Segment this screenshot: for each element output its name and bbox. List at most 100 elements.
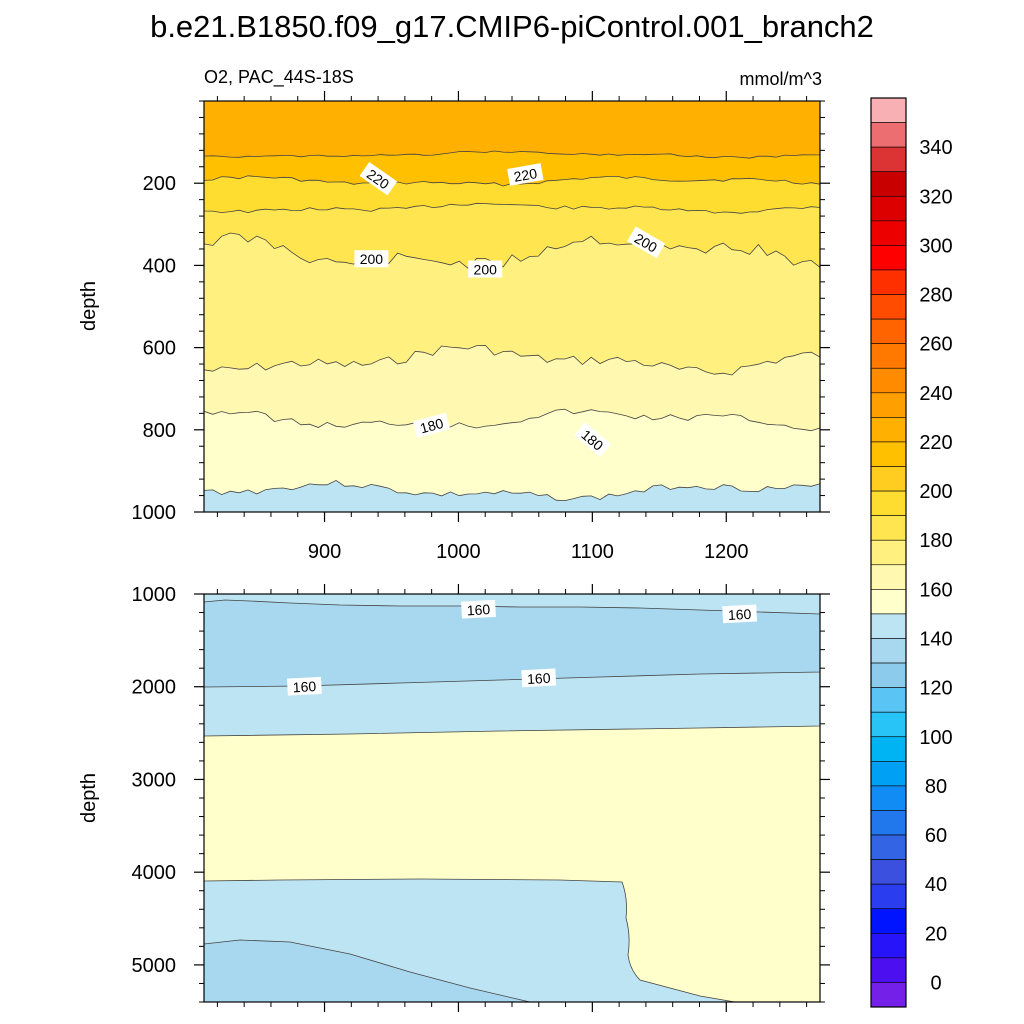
- colorbar-swatch: [870, 417, 907, 443]
- colorbar-labels: 3403203002802602402202001801601401201008…: [919, 137, 952, 994]
- contour-label-box: [359, 161, 398, 196]
- upper-filled-contours: [204, 101, 820, 512]
- contour-label-text: 200: [360, 251, 384, 267]
- contour-label-box: [521, 668, 557, 688]
- y-tick-label: 200: [143, 173, 176, 195]
- contour-label: 200: [354, 250, 389, 268]
- contour-label-box: [354, 250, 389, 268]
- colorbar-swatch: [870, 736, 907, 762]
- colorbar-swatch: [870, 883, 907, 910]
- contour-label-text: 200: [474, 262, 498, 278]
- contour-label-text: 180: [418, 415, 445, 437]
- upper-ticks: [194, 91, 830, 522]
- colorbar-swatch: [870, 441, 907, 467]
- colorbar-swatch: [870, 908, 907, 934]
- y-tick-label: 800: [143, 420, 176, 442]
- colorbar-label: 340: [919, 137, 952, 159]
- y-tick-label: 1000: [132, 502, 177, 524]
- contour-label-box: [468, 260, 503, 278]
- colorbar-swatch: [870, 367, 907, 394]
- colorbar-label: 160: [919, 579, 952, 601]
- colorbar-label: 200: [919, 481, 952, 503]
- colorbar-swatch: [870, 589, 907, 615]
- chart-title: b.e21.B1850.f09_g17.CMIP6-piControl.001_…: [150, 9, 874, 44]
- colorbar-label: 260: [919, 334, 952, 356]
- colorbar-frame: [870, 97, 907, 1008]
- x-tick-label: 1000: [436, 541, 481, 563]
- colorbar-swatch: [870, 810, 907, 836]
- colorbar-swatch: [870, 294, 907, 320]
- x-tick-label: 900: [308, 541, 341, 563]
- colorbar-swatch: [870, 711, 907, 738]
- colorbar-label: 140: [919, 628, 952, 650]
- colorbar-swatch: [870, 466, 907, 492]
- y-tick-label: 4000: [132, 862, 177, 884]
- colorbar-label: 60: [925, 825, 947, 847]
- lower-panel: depth 1000 2000 3000 4000 5000 160 160 160 160: [78, 584, 830, 1012]
- colorbar-swatch: [870, 171, 907, 197]
- contour-label: 160: [722, 604, 758, 624]
- colorbar-label: 120: [919, 678, 952, 700]
- colorbar-label: 40: [925, 874, 947, 896]
- contour-label-text: 160: [728, 606, 752, 623]
- colorbar-swatch: [870, 613, 907, 639]
- colorbar-swatch: [870, 245, 907, 271]
- upper-y-tick-labels: 200 400 600 800 1000: [132, 173, 177, 524]
- contour-label: 180: [574, 422, 612, 458]
- colorbar-label: 100: [919, 727, 952, 749]
- lower-contour-labels: 160 160 160 160: [286, 599, 758, 696]
- y-tick-label: 5000: [132, 955, 177, 977]
- upper-ylabel: depth: [78, 281, 100, 331]
- colorbar-swatch: [870, 515, 907, 541]
- x-tick-label: 1100: [571, 541, 614, 563]
- colorbar-swatch: [870, 785, 907, 811]
- colorbar-label: 0: [930, 972, 941, 994]
- lower-filled-contours: [204, 594, 820, 1002]
- contour-label-text: 220: [512, 165, 538, 185]
- colorbar-swatch: [870, 662, 907, 688]
- contour-label-box: [574, 422, 612, 458]
- lower-ticks: [194, 584, 830, 1012]
- lower-y-tick-labels: 1000 2000 3000 4000 5000: [132, 584, 177, 977]
- contour-label-text: 160: [292, 678, 316, 695]
- contour-label-text: 160: [527, 670, 551, 687]
- contour-label: 160: [461, 599, 496, 619]
- colorbar-label: 80: [925, 776, 947, 798]
- colorbar-swatch: [870, 195, 907, 222]
- colorbar-swatch: [870, 859, 907, 885]
- colorbar-swatch: [870, 269, 907, 295]
- colorbar-swatch: [870, 957, 907, 983]
- colorbar-label: 220: [919, 432, 952, 454]
- colorbar-swatch: [870, 392, 907, 418]
- colorbar-label: 240: [919, 383, 952, 405]
- x-tick-label: 1200: [704, 541, 749, 563]
- units-label: mmol/m^3: [740, 69, 822, 89]
- contour-label: 220: [507, 163, 544, 186]
- contour-label-box: [286, 676, 322, 696]
- colorbar-swatch: [870, 564, 907, 590]
- colorbar-swatch: [870, 318, 907, 344]
- colorbar: [870, 97, 907, 1008]
- y-tick-label: 400: [143, 255, 176, 277]
- contour-label: 200: [468, 260, 503, 278]
- colorbar-label: 300: [919, 235, 952, 257]
- contour-label: 160: [286, 676, 322, 696]
- colorbar-label: 320: [919, 186, 952, 208]
- colorbar-label: 180: [919, 530, 952, 552]
- contour-band-230: [204, 101, 820, 159]
- colorbar-swatch: [870, 539, 907, 566]
- colorbar-swatch: [870, 761, 907, 787]
- colorbar-swatch: [870, 982, 907, 1008]
- y-tick-label: 3000: [132, 769, 177, 791]
- y-tick-label: 600: [143, 338, 176, 360]
- contour-label-text: 160: [466, 601, 490, 618]
- colorbar-swatch: [870, 490, 907, 516]
- colorbar-swatch: [870, 638, 907, 664]
- contour-label: 160: [521, 668, 557, 688]
- lower-ylabel: depth: [78, 773, 100, 823]
- variable-label: O2, PAC_44S-18S: [204, 67, 354, 88]
- colorbar-swatch: [870, 97, 907, 123]
- colorbar-swatch: [870, 220, 907, 246]
